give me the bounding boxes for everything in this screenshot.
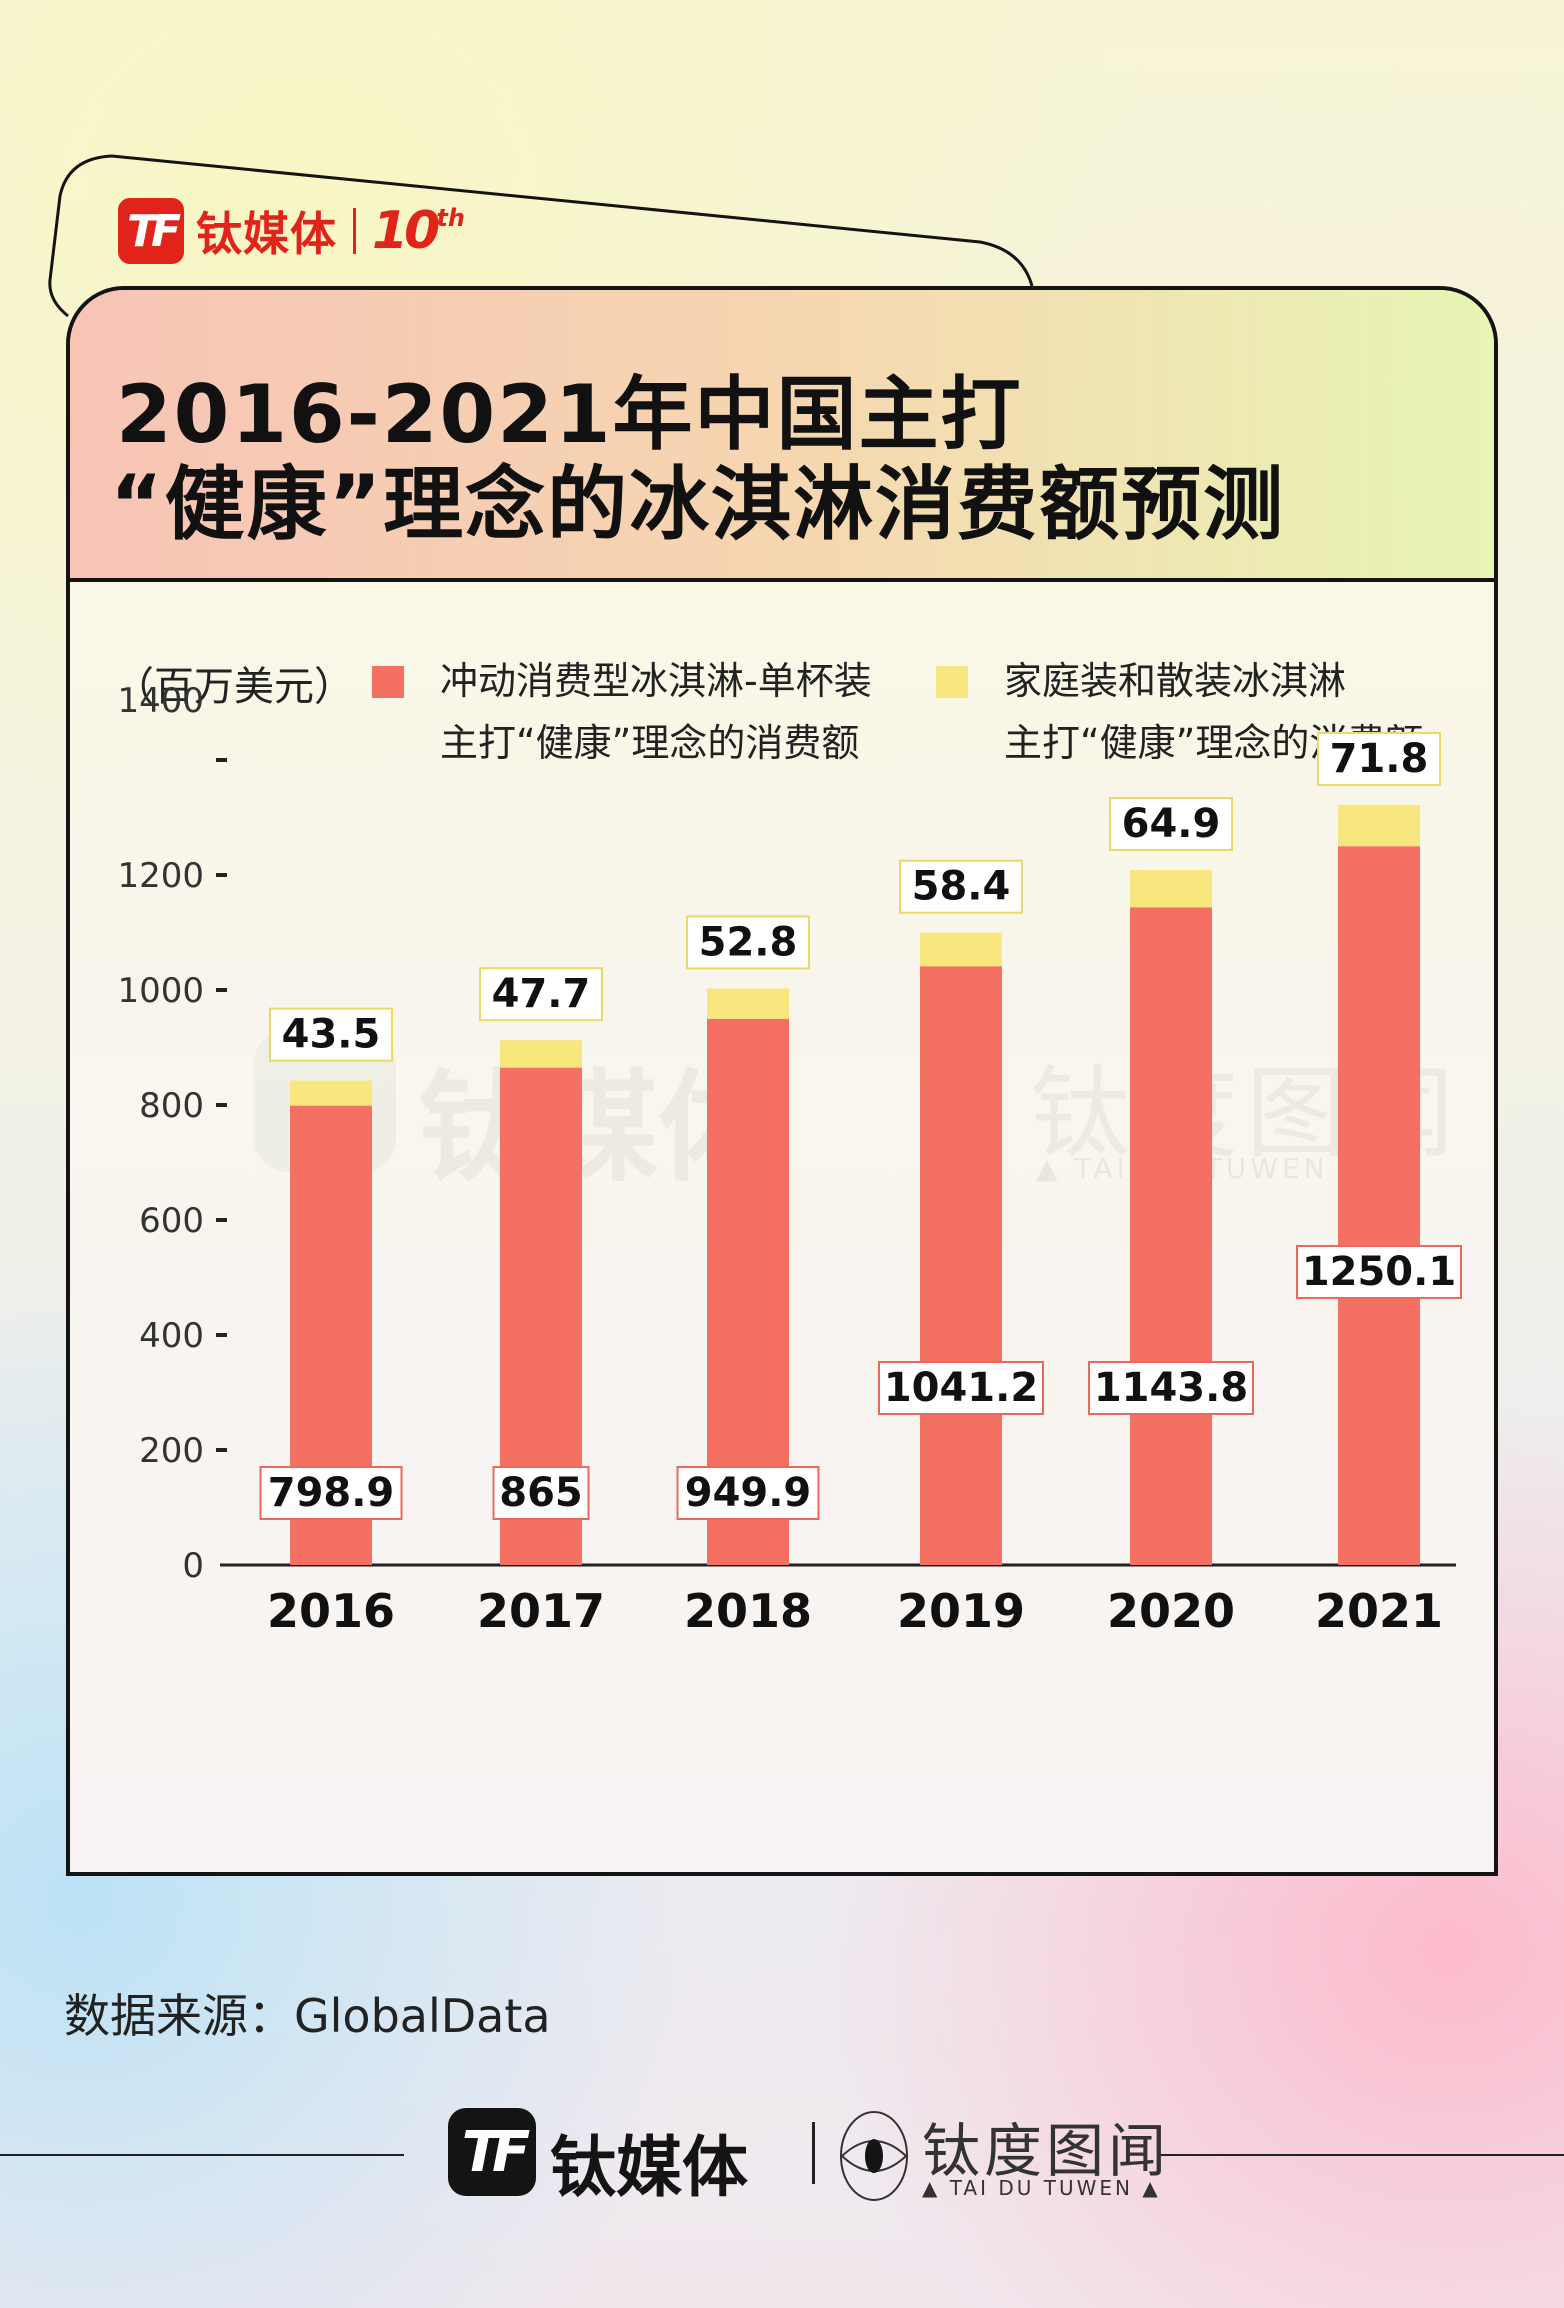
legend-impulse-line-2: 主打“健康”理念的消费额 xyxy=(440,721,860,765)
y-tick-label: 600 xyxy=(139,1201,204,1241)
bar-impulse xyxy=(1130,907,1212,1565)
taidu-eye-icon xyxy=(840,2111,908,2201)
bar-family xyxy=(707,988,789,1019)
anniversary-number: 10 xyxy=(372,201,440,261)
data-label-box-impulse xyxy=(878,1361,1044,1415)
y-tick-label: 200 xyxy=(139,1431,204,1471)
bar-impulse xyxy=(920,966,1002,1565)
y-tick-label: 400 xyxy=(139,1316,204,1356)
bar-family xyxy=(500,1040,582,1068)
page-title-line-1: 2016-2021年中国主打 xyxy=(116,368,1023,461)
brand-logo-icon: TF xyxy=(118,198,184,264)
data-label-impulse: 865 xyxy=(499,1470,583,1516)
anniversary-suffix: th xyxy=(436,204,465,232)
bar-impulse xyxy=(1338,846,1420,1565)
data-label-box-family xyxy=(479,967,603,1022)
y-tick-label: 1400 xyxy=(117,681,204,721)
footer-divider xyxy=(812,2122,815,2184)
x-tick-label: 2020 xyxy=(1107,1584,1235,1638)
footer-taidu-sub: ▲ TAI DU TUWEN ▲ xyxy=(922,2176,1161,2200)
footer-rule-right xyxy=(1158,2154,1564,2156)
title-banner: 2016-2021年中国主打 “健康”理念的冰淇淋消费额预测 xyxy=(70,290,1494,582)
y-tick-label: 1200 xyxy=(117,856,204,896)
legend-family-line-1: 家庭装和散装冰淇淋 xyxy=(1004,659,1347,703)
data-label-box-impulse xyxy=(676,1466,820,1520)
data-label-box-impulse xyxy=(1296,1245,1462,1299)
logo-divider xyxy=(353,208,356,254)
data-label-box-family xyxy=(1109,796,1233,851)
footer-rule-left xyxy=(0,2154,404,2156)
data-label-family: 58.4 xyxy=(912,864,1011,910)
bar-family xyxy=(290,1080,372,1106)
data-label-impulse: 1250.1 xyxy=(1302,1249,1456,1295)
x-tick-label: 2018 xyxy=(684,1584,812,1638)
legend-swatch-impulse xyxy=(372,666,404,698)
y-tick-label: 1000 xyxy=(117,971,204,1011)
legend-swatch-family xyxy=(936,666,968,698)
data-label-box-family xyxy=(1317,731,1441,786)
data-label-family: 43.5 xyxy=(282,1012,381,1058)
x-tick-label: 2019 xyxy=(897,1584,1025,1638)
data-label-box-family xyxy=(686,915,810,970)
data-label-box-impulse xyxy=(1088,1361,1254,1415)
footer-taidu-name: 钛度图闻 xyxy=(922,2117,1171,2185)
header-logo: TF 钛媒体 10 th xyxy=(118,198,465,264)
data-label-family: 71.8 xyxy=(1330,736,1429,782)
data-label-impulse: 1143.8 xyxy=(1094,1365,1248,1411)
data-label-impulse: 949.9 xyxy=(685,1470,812,1516)
data-label-impulse: 1041.2 xyxy=(884,1365,1038,1411)
data-label-box-family xyxy=(899,859,1023,914)
data-label-box-impulse xyxy=(492,1466,590,1520)
bar-family xyxy=(920,932,1002,967)
data-source: 数据来源：GlobalData xyxy=(64,1989,551,2043)
bar-family xyxy=(1130,869,1212,908)
x-tick-label: 2017 xyxy=(477,1584,605,1638)
data-label-box-family xyxy=(269,1007,393,1062)
data-label-family: 64.9 xyxy=(1122,801,1221,847)
footer-logo-icon: TF xyxy=(448,2108,536,2196)
legend-impulse-line-1: 冲动消费型冰淇淋-单杯装 xyxy=(440,659,872,703)
data-label-family: 52.8 xyxy=(699,919,798,965)
data-label-box-impulse xyxy=(259,1466,403,1520)
footer-brand-name: 钛媒体 xyxy=(550,2129,748,2206)
page-title-line-2: “健康”理念的冰淇淋消费额预测 xyxy=(110,458,1286,551)
y-tick-label: 0 xyxy=(182,1546,204,1586)
y-axis-unit: （百万美元） xyxy=(114,664,354,710)
bar-family xyxy=(1338,804,1420,847)
x-tick-label: 2016 xyxy=(267,1584,395,1638)
y-tick-label: 800 xyxy=(139,1086,204,1126)
x-tick-label: 2021 xyxy=(1315,1584,1443,1638)
data-label-impulse: 798.9 xyxy=(268,1470,395,1516)
data-label-family: 47.7 xyxy=(492,971,591,1017)
brand-name: 钛媒体 xyxy=(196,207,337,261)
